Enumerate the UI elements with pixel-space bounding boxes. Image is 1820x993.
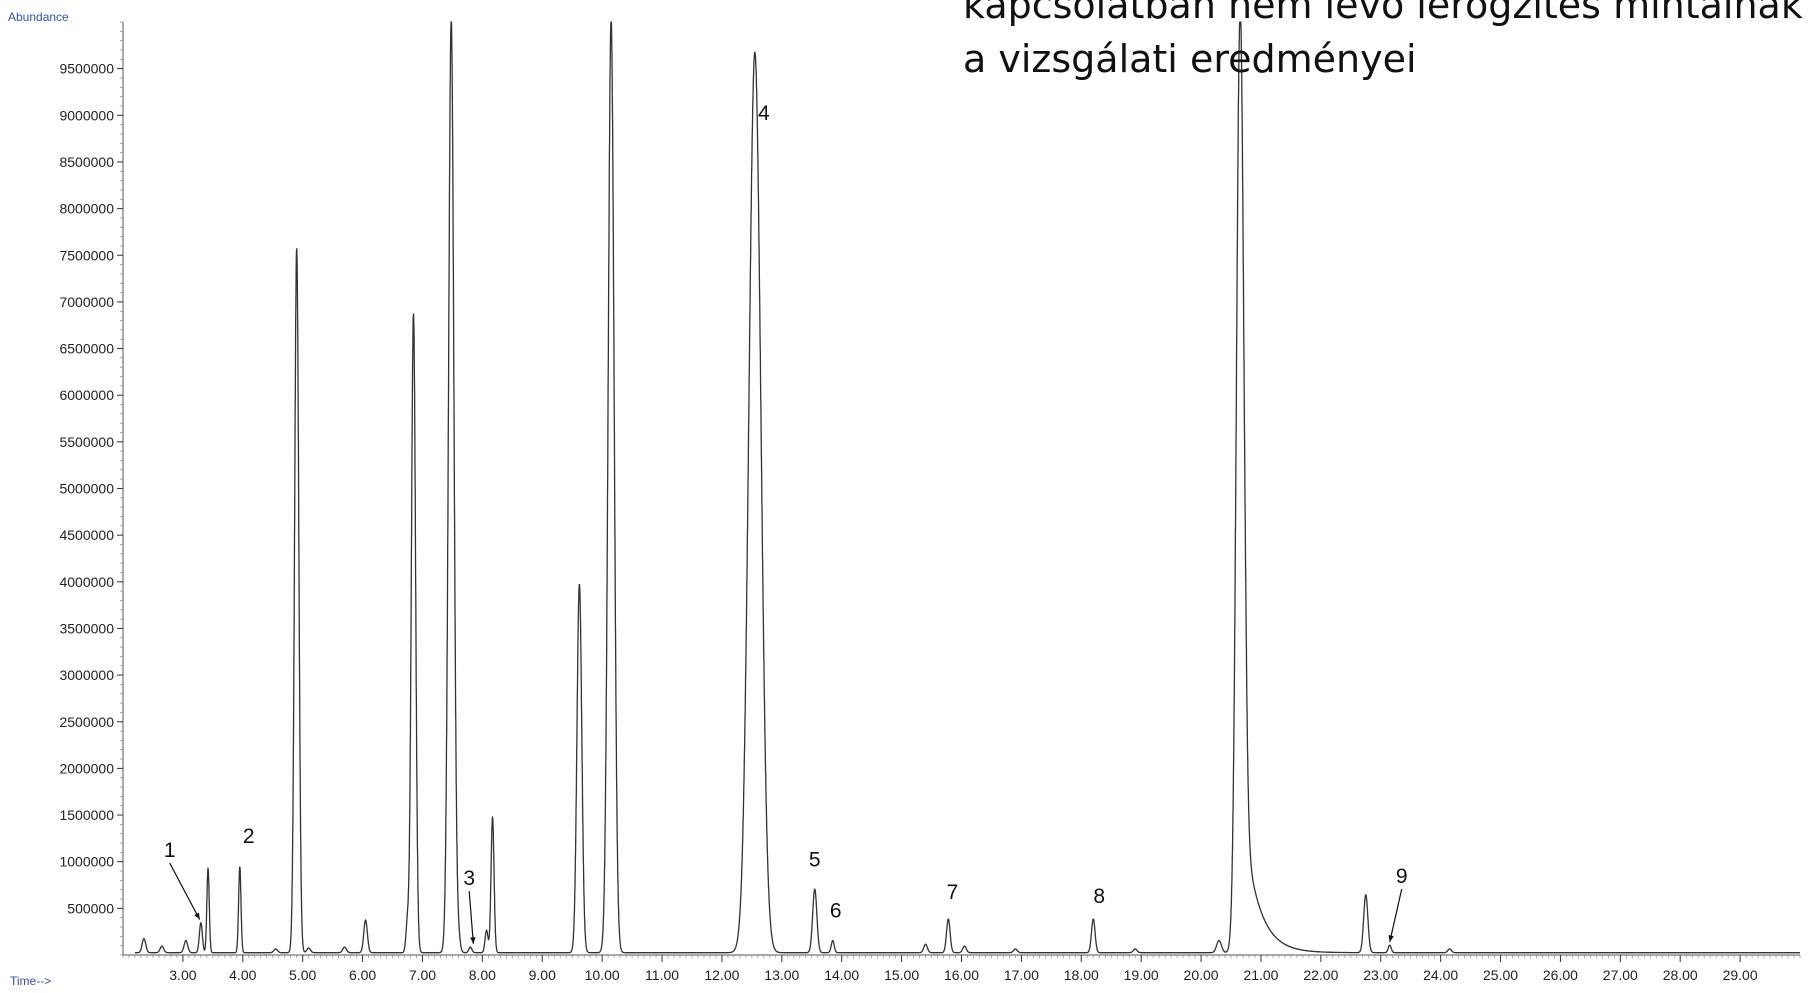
x-tick-label: 8.00: [469, 967, 496, 983]
y-tick-label: 8500000: [59, 154, 114, 170]
peak-label-4: 4: [758, 102, 770, 125]
peak-label-2: 2: [243, 825, 255, 848]
x-tick-label: 17.00: [1004, 967, 1039, 983]
x-tick-label: 14.00: [824, 967, 859, 983]
peak-annotations: 1 2 3 4 5 6 7 8 9: [164, 102, 1408, 944]
x-tick-label: 25.00: [1483, 967, 1518, 983]
y-tick-label: 7500000: [59, 247, 114, 263]
peak-label-5: 5: [809, 848, 821, 871]
peak-arrow-3: [468, 890, 474, 944]
peak-arrowhead-3: [470, 937, 476, 944]
y-tick-label: 9500000: [59, 61, 114, 77]
x-tick-label: 24.00: [1423, 967, 1458, 983]
peak-label-6: 6: [830, 900, 842, 923]
y-tick-labels: 500000 1000000 1500000 2000000 2500000 300000…: [59, 61, 114, 917]
x-axis-label: Time-->: [10, 974, 51, 988]
y-tick-label: 6000000: [59, 387, 114, 403]
x-tick-label: 13.00: [764, 967, 799, 983]
y-tick-label: 1500000: [59, 807, 114, 823]
x-tick-label: 16.00: [944, 967, 979, 983]
x-tick-label: 20.00: [1184, 967, 1219, 983]
x-tick-label: 23.00: [1363, 967, 1398, 983]
y-tick-label: 9000000: [59, 107, 114, 123]
y-tick-label: 6500000: [59, 341, 114, 357]
y-tick-label: 5000000: [59, 481, 114, 497]
x-tick-label: 26.00: [1543, 967, 1578, 983]
x-tick-label: 18.00: [1064, 967, 1099, 983]
peak-label-3: 3: [463, 867, 475, 890]
y-tick-label: 1000000: [59, 854, 114, 870]
x-tick-label: 11.00: [645, 967, 679, 983]
x-tick-label: 29.00: [1723, 967, 1758, 983]
y-tick-label: 2000000: [59, 760, 114, 776]
slide-title-line-2: a vizsgálati eredményei: [963, 37, 1417, 81]
peak-label-8: 8: [1093, 885, 1105, 908]
x-tick-label: 4.00: [229, 967, 256, 983]
x-tick-label: 12.00: [704, 967, 739, 983]
y-tick-label: 4000000: [59, 574, 114, 590]
peak-arrow-9: [1389, 889, 1403, 943]
y-tick-label: 2500000: [59, 714, 114, 730]
x-tick-label: 19.00: [1124, 967, 1159, 983]
x-tick-label: 9.00: [529, 967, 556, 983]
y-tick-label: 3500000: [59, 620, 114, 636]
peak-arrowhead-1: [194, 912, 200, 920]
x-tick-label: 7.00: [409, 967, 436, 983]
x-tick-label: 28.00: [1663, 967, 1698, 983]
x-tick-label: 15.00: [884, 967, 919, 983]
slide-title: kapcsolatban nem levő lerögzítés mintáin…: [963, 0, 1820, 86]
slide-title-line-1: kapcsolatban nem levő lerögzítés mintáin…: [963, 0, 1803, 27]
x-tick-labels: 3.00 4.00 5.00 6.00 7.00 8.00 9.00 10.00 11.00 12…: [169, 967, 1758, 983]
x-tick-label: 21.00: [1243, 967, 1278, 983]
x-tick-label: 5.00: [289, 967, 316, 983]
axes: [117, 21, 1801, 962]
x-tick-label: 27.00: [1603, 967, 1638, 983]
y-tick-label: 8000000: [59, 201, 114, 217]
x-tick-label: 3.00: [169, 967, 196, 983]
y-tick-label: 500000: [67, 900, 114, 916]
chromatogram-trace: [135, 21, 1800, 954]
y-tick-label: 5500000: [59, 434, 114, 450]
peak-arrow-1: [169, 862, 201, 920]
y-tick-label: 3000000: [59, 667, 114, 683]
x-tick-label: 22.00: [1303, 967, 1338, 983]
y-tick-label: 4500000: [59, 527, 114, 543]
x-tick-label: 6.00: [349, 967, 376, 983]
y-tick-label: 7000000: [59, 294, 114, 310]
x-tick-label: 10.00: [585, 967, 620, 983]
y-axis-label: Abundance: [8, 10, 69, 24]
peak-label-1: 1: [164, 839, 176, 862]
peak-label-7: 7: [947, 881, 959, 904]
peak-label-9: 9: [1396, 865, 1408, 888]
peak-arrowhead-9: [1388, 935, 1394, 942]
